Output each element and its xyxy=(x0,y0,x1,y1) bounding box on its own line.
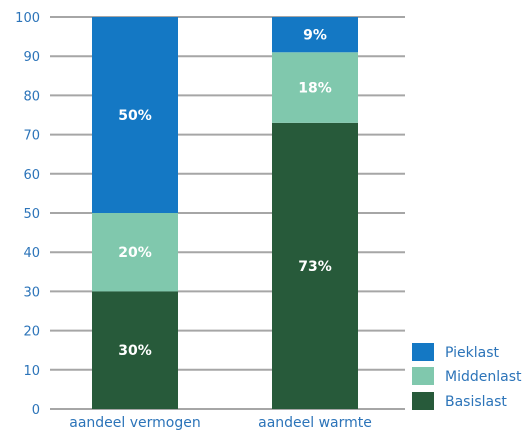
y-tick-label: 80 xyxy=(23,89,40,104)
data-label-pieklast-1: 50% xyxy=(118,108,152,124)
y-tick-label: 10 xyxy=(23,364,40,379)
y-tick-label: 40 xyxy=(23,246,40,261)
y-tick-label: 60 xyxy=(23,168,40,183)
y-tick-label: 30 xyxy=(23,285,40,300)
y-tick-label: 20 xyxy=(23,325,40,340)
legend-swatch-pieklast xyxy=(412,343,434,361)
data-label-basislast-2: 73% xyxy=(298,259,332,275)
legend-swatch-basislast xyxy=(412,392,434,410)
y-tick-label: 0 xyxy=(32,403,40,418)
data-label-pieklast-2: 9% xyxy=(303,28,327,44)
bar-segment-pieklast-1 xyxy=(92,17,178,213)
data-label-middenlast-2: 18% xyxy=(298,81,332,97)
legend-label-pieklast: Pieklast xyxy=(445,345,500,361)
legend-label-middenlast: Middenlast xyxy=(445,369,522,385)
y-tick-label: 90 xyxy=(23,50,40,65)
y-tick-label: 50 xyxy=(23,207,40,222)
bar-segment-middenlast-2 xyxy=(272,52,358,123)
bar-segment-pieklast-2 xyxy=(272,17,358,53)
bar-segment-basislast-1 xyxy=(92,291,178,409)
y-tick-label: 100 xyxy=(15,11,40,26)
data-label-basislast-1: 30% xyxy=(118,343,152,359)
legend: Pieklast Middenlast Basislast xyxy=(412,343,522,410)
legend-label-basislast: Basislast xyxy=(445,394,507,410)
data-label-middenlast-1: 20% xyxy=(118,245,152,261)
y-axis-ticks: 0 10 20 30 40 50 60 70 80 90 100 xyxy=(15,11,40,418)
x-category-label: aandeel vermogen xyxy=(69,415,200,430)
legend-swatch-middenlast xyxy=(412,367,434,385)
bars: 30% 20% 50% 73% 18% 9% xyxy=(92,17,358,409)
x-category-label: aandeel warmte xyxy=(258,415,372,430)
bar-segment-middenlast-1 xyxy=(92,213,178,292)
y-tick-label: 70 xyxy=(23,129,40,144)
x-axis-categories: aandeel vermogen aandeel warmte xyxy=(69,415,372,430)
bar-segment-basislast-2 xyxy=(272,122,358,409)
